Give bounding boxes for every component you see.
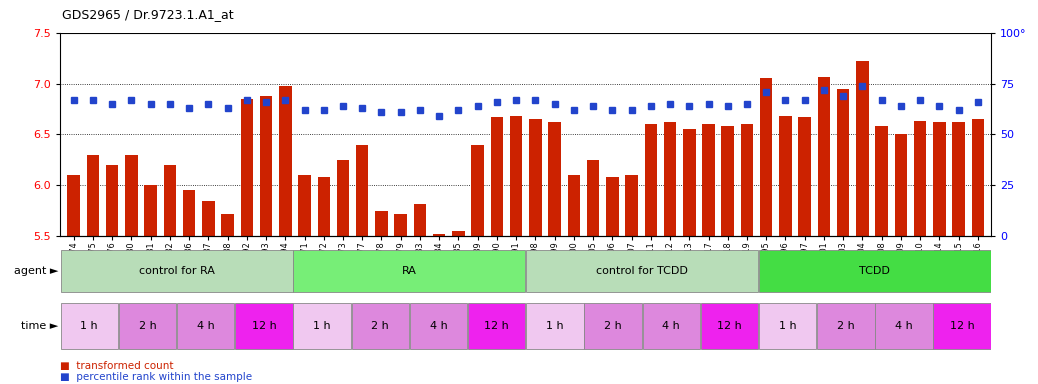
Bar — [529, 119, 542, 236]
Text: 2 h: 2 h — [837, 321, 854, 331]
Bar — [86, 155, 100, 236]
Bar — [856, 61, 869, 236]
Bar — [721, 126, 734, 236]
Bar — [933, 122, 946, 236]
Bar — [780, 116, 792, 236]
Text: 4 h: 4 h — [895, 321, 912, 331]
Bar — [643, 303, 700, 349]
Bar — [875, 303, 933, 349]
Bar — [410, 303, 467, 349]
Text: 1 h: 1 h — [81, 321, 99, 331]
Text: ■  transformed count: ■ transformed count — [60, 361, 173, 371]
Bar — [818, 78, 830, 236]
Text: 12 h: 12 h — [950, 321, 975, 331]
Bar — [568, 175, 580, 236]
Bar — [625, 175, 637, 236]
Bar — [144, 185, 157, 236]
Bar — [875, 126, 887, 236]
Bar — [106, 165, 118, 236]
Bar — [279, 86, 292, 236]
Text: 4 h: 4 h — [662, 321, 680, 331]
Text: 2 h: 2 h — [139, 321, 157, 331]
Bar — [298, 175, 310, 236]
Bar — [645, 124, 657, 236]
Bar — [453, 231, 465, 236]
Bar — [586, 160, 599, 236]
Bar — [126, 155, 138, 236]
Bar — [584, 303, 641, 349]
Bar — [491, 117, 503, 236]
Bar — [67, 175, 80, 236]
Bar — [952, 122, 965, 236]
Text: 12 h: 12 h — [717, 321, 742, 331]
Bar — [394, 214, 407, 236]
Bar — [972, 119, 984, 236]
Bar — [60, 250, 293, 292]
Bar — [221, 214, 234, 236]
Bar — [183, 190, 195, 236]
Text: ■  percentile rank within the sample: ■ percentile rank within the sample — [60, 372, 252, 382]
Text: agent ►: agent ► — [13, 266, 58, 276]
Bar — [471, 144, 484, 236]
Bar — [701, 303, 758, 349]
Bar — [510, 116, 522, 236]
Bar — [318, 177, 330, 236]
Bar — [236, 303, 293, 349]
Bar — [663, 122, 677, 236]
Bar — [913, 121, 926, 236]
Bar — [817, 303, 875, 349]
Bar — [759, 250, 991, 292]
Bar — [60, 303, 118, 349]
Bar — [933, 303, 991, 349]
Text: TCDD: TCDD — [859, 266, 891, 276]
Text: RA: RA — [402, 266, 417, 276]
Bar — [895, 134, 907, 236]
Text: 1 h: 1 h — [313, 321, 331, 331]
Bar — [356, 144, 368, 236]
Text: control for TCDD: control for TCDD — [596, 266, 688, 276]
Bar — [468, 303, 525, 349]
Bar — [414, 204, 427, 236]
Text: 2 h: 2 h — [604, 321, 622, 331]
Bar — [741, 124, 754, 236]
Bar — [294, 250, 525, 292]
Bar — [352, 303, 409, 349]
Bar — [336, 160, 349, 236]
Bar — [294, 303, 351, 349]
Bar — [526, 303, 583, 349]
Bar — [433, 234, 445, 236]
Bar — [375, 211, 388, 236]
Text: time ►: time ► — [21, 321, 58, 331]
Bar — [526, 250, 758, 292]
Text: 4 h: 4 h — [430, 321, 447, 331]
Bar — [798, 117, 811, 236]
Text: GDS2965 / Dr.9723.1.A1_at: GDS2965 / Dr.9723.1.A1_at — [62, 8, 234, 21]
Text: 1 h: 1 h — [778, 321, 796, 331]
Bar — [548, 122, 561, 236]
Bar — [606, 177, 619, 236]
Text: 1 h: 1 h — [546, 321, 564, 331]
Bar — [202, 200, 215, 236]
Text: 4 h: 4 h — [197, 321, 215, 331]
Text: control for RA: control for RA — [139, 266, 215, 276]
Bar — [164, 165, 176, 236]
Bar — [241, 99, 253, 236]
Bar — [176, 303, 235, 349]
Bar — [837, 89, 849, 236]
Bar — [260, 96, 272, 236]
Bar — [703, 124, 715, 236]
Bar — [760, 78, 772, 236]
Text: 2 h: 2 h — [372, 321, 389, 331]
Text: 12 h: 12 h — [251, 321, 276, 331]
Bar — [118, 303, 176, 349]
Bar — [759, 303, 816, 349]
Bar — [683, 129, 695, 236]
Text: 12 h: 12 h — [485, 321, 509, 331]
